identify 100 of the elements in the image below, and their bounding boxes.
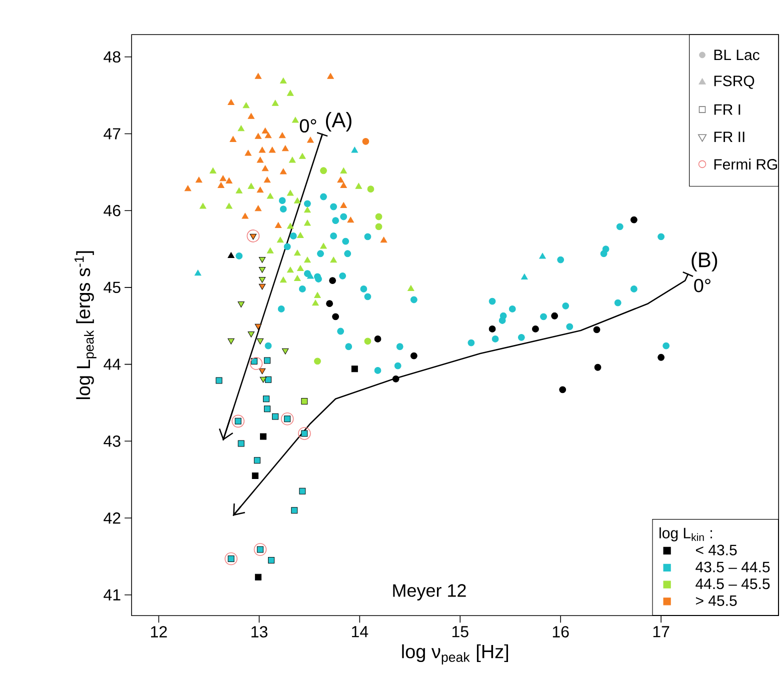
point <box>232 414 245 428</box>
y-tick-label: 44 <box>104 358 121 370</box>
point <box>330 256 337 263</box>
point <box>410 352 418 360</box>
point <box>410 296 418 304</box>
point <box>230 136 236 142</box>
point <box>360 286 368 292</box>
point <box>274 222 282 228</box>
point <box>658 233 665 240</box>
point <box>200 202 206 209</box>
legend-label: 43.5 – 44.5 <box>696 562 770 572</box>
point <box>367 186 374 193</box>
point <box>355 182 362 189</box>
point <box>272 100 279 106</box>
point <box>228 338 234 344</box>
point <box>294 275 301 282</box>
point <box>539 252 546 259</box>
point <box>317 250 324 258</box>
point <box>468 339 475 346</box>
point <box>258 284 266 290</box>
point <box>252 472 258 479</box>
point <box>286 222 294 229</box>
point <box>238 440 244 447</box>
y-tick-label: 47 <box>104 128 120 140</box>
point <box>297 265 304 272</box>
point <box>268 146 276 153</box>
point <box>600 250 608 258</box>
point <box>242 212 249 219</box>
point <box>340 168 347 174</box>
point <box>218 182 224 188</box>
point <box>362 138 370 145</box>
point <box>320 167 327 174</box>
point <box>492 335 499 342</box>
point <box>392 375 400 382</box>
point <box>307 272 314 279</box>
point <box>488 298 496 305</box>
point <box>196 176 202 183</box>
point <box>312 300 319 306</box>
point <box>260 433 266 440</box>
point <box>593 326 600 334</box>
point <box>238 125 244 132</box>
point <box>286 190 294 196</box>
point <box>272 413 279 420</box>
point <box>408 285 414 292</box>
point <box>518 334 525 341</box>
point <box>264 132 272 138</box>
point <box>294 198 301 204</box>
y-tick-label: 41 <box>104 589 120 600</box>
point <box>258 256 266 263</box>
point <box>278 132 286 138</box>
point <box>264 376 272 383</box>
point <box>292 116 299 123</box>
point <box>268 557 275 564</box>
point <box>280 78 287 84</box>
point <box>228 252 234 258</box>
point <box>258 368 266 374</box>
point <box>327 73 334 79</box>
point <box>298 427 311 440</box>
point <box>326 300 333 308</box>
legend-label: 44.5 – 45.5 <box>696 578 770 590</box>
y-tick-label: 46 <box>104 204 120 216</box>
point <box>364 293 372 300</box>
annotation: 0° <box>694 278 710 292</box>
point <box>630 286 638 292</box>
y-tick-label: 48 <box>104 51 120 63</box>
point <box>248 332 255 338</box>
point <box>244 150 252 156</box>
point <box>248 112 255 119</box>
point <box>614 299 622 306</box>
annotation: FR II <box>714 132 744 142</box>
point <box>307 136 314 143</box>
point <box>278 306 285 312</box>
point <box>508 306 516 312</box>
point <box>254 132 262 139</box>
point <box>264 342 272 350</box>
point <box>630 216 638 224</box>
point <box>314 358 321 365</box>
point <box>264 357 270 364</box>
point <box>254 205 262 212</box>
point <box>551 312 558 320</box>
point <box>278 197 286 204</box>
point <box>562 302 570 310</box>
point <box>258 276 266 283</box>
point <box>339 272 346 280</box>
point <box>258 146 266 153</box>
point <box>282 145 289 152</box>
point <box>299 488 306 494</box>
point <box>304 256 311 263</box>
point <box>286 90 294 96</box>
point <box>226 178 232 184</box>
y-axis-title: log L$_{peak}$ [ergs s$^{-1}$] <box>74 251 96 400</box>
point <box>320 193 327 200</box>
point <box>254 574 262 580</box>
point <box>288 156 296 163</box>
point <box>337 328 344 335</box>
point <box>262 396 270 402</box>
point <box>616 223 624 230</box>
x-tick-label: 15 <box>452 626 468 638</box>
point <box>658 354 665 361</box>
point <box>337 176 344 183</box>
